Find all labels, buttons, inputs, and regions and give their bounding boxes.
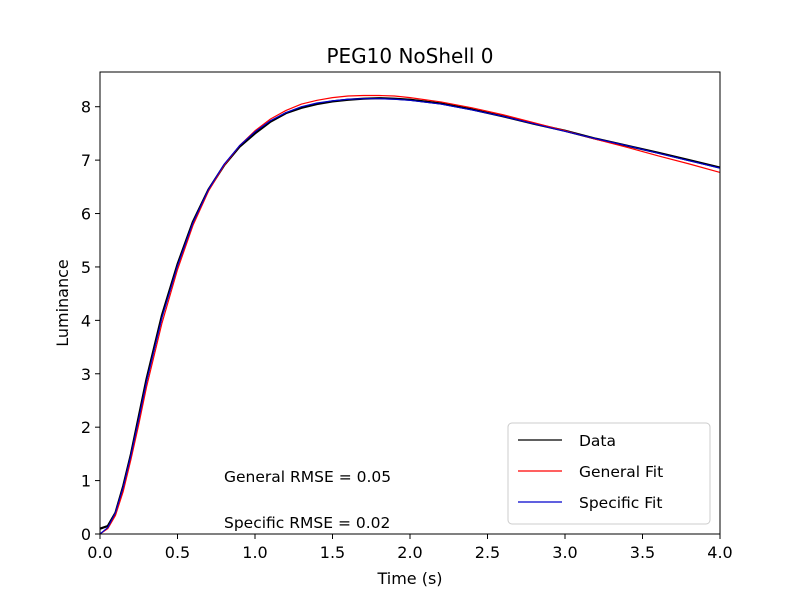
legend-label-general-fit: General Fit bbox=[579, 463, 663, 481]
x-tick-label: 1.0 bbox=[242, 543, 267, 562]
y-tick-label: 2 bbox=[81, 418, 91, 437]
plot-area bbox=[99, 94, 721, 535]
x-axis: 0.0 0.5 1.0 1.5 2.0 2.5 3.0 3.5 4.0 bbox=[87, 534, 733, 562]
x-tick-label: 3.5 bbox=[630, 543, 655, 562]
legend: Data General Fit Specific Fit bbox=[507, 422, 711, 525]
chart-title: PEG10 NoShell 0 bbox=[326, 44, 493, 68]
x-tick-label: 2.0 bbox=[397, 543, 422, 562]
x-tick-label: 3.0 bbox=[552, 543, 577, 562]
series-line-general-fit bbox=[99, 94, 721, 535]
annotation-specific-rmse: Specific RMSE = 0.02 bbox=[224, 514, 390, 532]
y-tick-label: 4 bbox=[81, 311, 91, 330]
x-tick-label: 1.5 bbox=[320, 543, 345, 562]
y-tick-label: 7 bbox=[81, 151, 91, 170]
y-tick-label: 5 bbox=[81, 258, 91, 277]
y-tick-label: 0 bbox=[81, 525, 91, 544]
y-axis: 0 1 2 3 4 5 6 7 8 bbox=[81, 98, 100, 544]
legend-label-specific-fit: Specific Fit bbox=[579, 494, 662, 512]
x-tick-label: 0.5 bbox=[165, 543, 190, 562]
y-tick-label: 1 bbox=[81, 472, 91, 491]
x-tick-label: 0.0 bbox=[87, 543, 112, 562]
series-line-specific-fit bbox=[99, 98, 721, 535]
y-tick-label: 8 bbox=[81, 98, 91, 117]
legend-label-data: Data bbox=[579, 432, 616, 450]
x-tick-label: 2.5 bbox=[475, 543, 500, 562]
y-tick-label: 6 bbox=[81, 205, 91, 224]
legend-box bbox=[507, 422, 711, 525]
y-tick-label: 3 bbox=[81, 365, 91, 384]
x-axis-label: Time (s) bbox=[376, 569, 442, 588]
x-tick-label: 4.0 bbox=[707, 543, 732, 562]
annotation-general-rmse: General RMSE = 0.05 bbox=[224, 468, 391, 486]
y-axis-label: Luminance bbox=[53, 259, 72, 347]
